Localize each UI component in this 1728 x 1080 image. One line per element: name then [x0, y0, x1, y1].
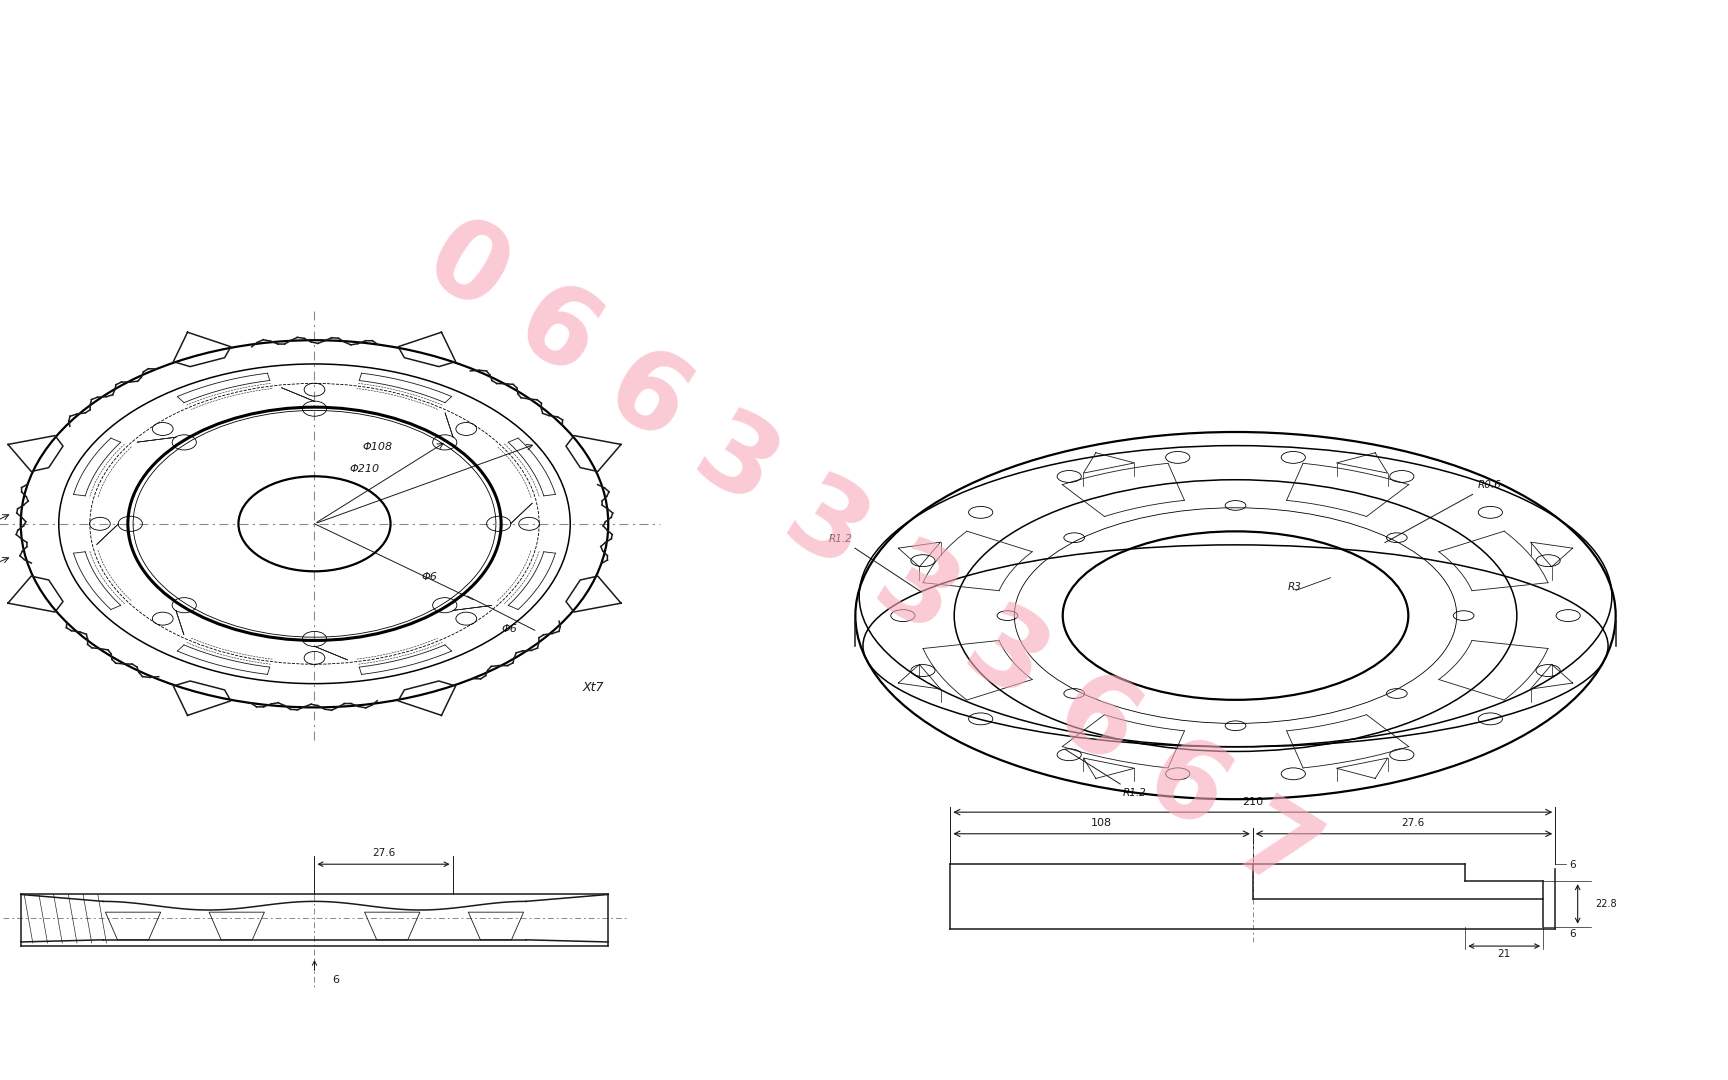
Text: 21: 21 — [1498, 949, 1510, 959]
Text: R1.2: R1.2 — [1064, 750, 1147, 798]
Text: R3: R3 — [1287, 582, 1301, 592]
Text: 3: 3 — [676, 400, 797, 529]
Text: 27.6: 27.6 — [1401, 819, 1424, 828]
Text: 3: 3 — [855, 529, 976, 659]
Text: 210: 210 — [1242, 797, 1263, 807]
Text: Xt7: Xt7 — [582, 681, 603, 694]
Text: 0: 0 — [406, 205, 527, 335]
Text: 6: 6 — [1569, 930, 1576, 940]
Text: 6: 6 — [586, 335, 707, 464]
Text: 6: 6 — [332, 975, 339, 985]
Text: Φ108: Φ108 — [363, 443, 392, 453]
Text: 6: 6 — [1035, 659, 1156, 788]
Text: R0.6: R0.6 — [1384, 481, 1502, 542]
Text: 27.6: 27.6 — [372, 848, 396, 858]
Text: Φ210: Φ210 — [349, 464, 378, 474]
Text: 7: 7 — [1215, 788, 1336, 918]
Text: 108: 108 — [1090, 819, 1113, 828]
Text: Φ6: Φ6 — [422, 572, 437, 582]
Text: 3: 3 — [945, 594, 1066, 724]
Text: 6: 6 — [1569, 861, 1576, 870]
Text: 6: 6 — [496, 270, 617, 400]
Text: 22.8: 22.8 — [1595, 899, 1617, 909]
Text: 3: 3 — [766, 464, 886, 594]
Text: 6: 6 — [1125, 724, 1246, 853]
Text: R1.2: R1.2 — [829, 534, 921, 592]
Text: Φ6: Φ6 — [501, 624, 517, 634]
